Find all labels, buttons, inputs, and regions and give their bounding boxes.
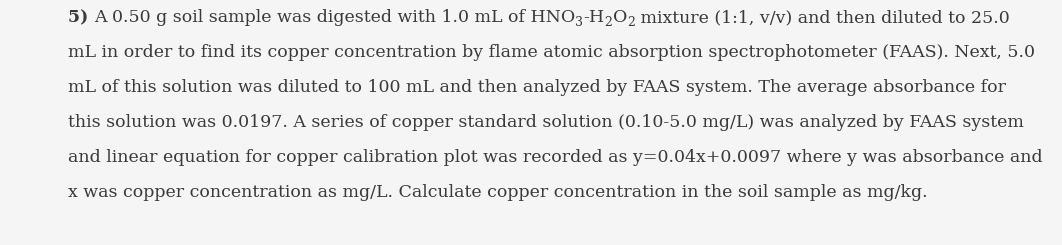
Text: mixture (1:1, v/v) and then diluted to 25.0: mixture (1:1, v/v) and then diluted to 2… [635,9,1010,26]
Text: mL in order to find its copper concentration by flame atomic absorption spectrop: mL in order to find its copper concentra… [68,44,1035,61]
Text: x was copper concentration as mg/L. Calculate copper concentration in the soil s: x was copper concentration as mg/L. Calc… [68,184,927,201]
Text: mL of this solution was diluted to 100 mL and then analyzed by FAAS system. The : mL of this solution was diluted to 100 m… [68,79,1006,96]
Text: 5): 5) [68,9,95,26]
Text: this solution was 0.0197. A series of copper standard solution (0.10-5.0 mg/L) w: this solution was 0.0197. A series of co… [68,114,1024,131]
Text: 2: 2 [604,16,613,29]
Text: A 0.50 g soil sample was digested with 1.0 mL of HNO: A 0.50 g soil sample was digested with 1… [95,9,576,26]
Text: 2: 2 [627,16,635,29]
Text: and linear equation for copper calibration plot was recorded as y=0.04x+0.0097 w: and linear equation for copper calibrati… [68,149,1043,166]
Text: 3: 3 [576,16,583,29]
Text: O: O [613,9,627,26]
Text: -H: -H [583,9,604,26]
